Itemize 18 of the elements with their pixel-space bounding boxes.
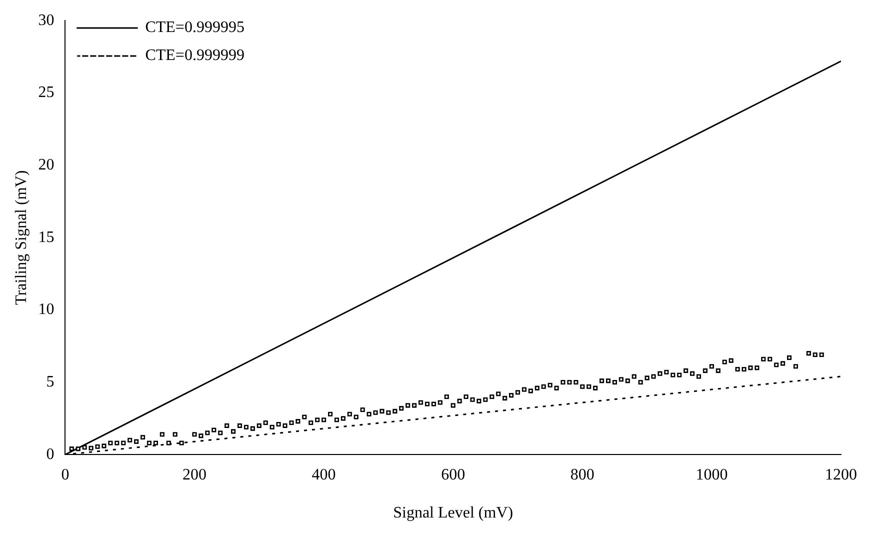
y-tick-label: 10 <box>38 301 54 318</box>
x-tick-label: 600 <box>441 466 466 484</box>
y-axis-title: Trailing Signal (mV) <box>12 170 30 305</box>
y-tick-label: 20 <box>38 156 54 174</box>
y-tick-label: 0 <box>46 446 54 463</box>
legend-label: CTE=0.999999 <box>145 47 244 64</box>
x-tick-label: 200 <box>182 466 206 484</box>
x-tick-label: 1000 <box>696 466 728 484</box>
x-axis-title: Signal Level (mV) <box>393 504 514 522</box>
y-tick-label: 25 <box>38 84 54 102</box>
x-tick-label: 400 <box>312 466 336 484</box>
legend-label: CTE=0.999995 <box>145 19 244 36</box>
x-tick-label: 1200 <box>825 466 857 484</box>
y-tick-label: 15 <box>38 228 54 246</box>
x-tick-label: 800 <box>570 466 594 484</box>
y-tick-label: 30 <box>38 12 54 29</box>
y-tick-label: 5 <box>46 373 54 390</box>
x-tick-label: 0 <box>61 466 70 484</box>
